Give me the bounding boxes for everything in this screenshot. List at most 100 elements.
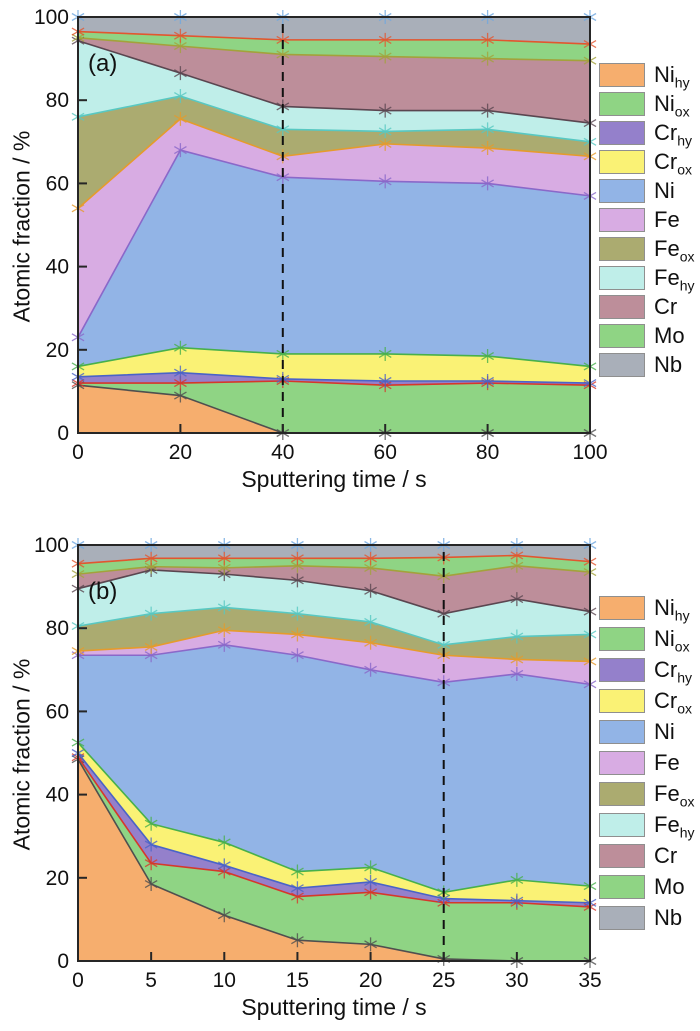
legend-item-fe-ox: Feox <box>599 236 695 265</box>
legend-item-mo: Mo <box>599 875 694 899</box>
x-tick-label: 80 <box>476 441 499 464</box>
x-tick-label: 40 <box>271 441 294 464</box>
legend-swatch <box>599 295 645 319</box>
legend-swatch <box>599 353 645 377</box>
chart-b-area-ni_ox <box>78 757 590 961</box>
chart-b-area-cr_ox <box>78 742 590 903</box>
chart-b-area-nb <box>78 545 590 564</box>
legend-label: Mo <box>654 323 685 348</box>
legend-item-nb: Nb <box>599 353 694 377</box>
chart-b-area-mo <box>78 555 590 577</box>
legend-label: Nihy <box>654 62 690 91</box>
y-axis-title-b: Atomic fraction / % <box>8 658 35 851</box>
legend-swatch <box>599 689 645 713</box>
chart-b-line-cr <box>77 564 591 578</box>
x-tick-label: 15 <box>286 969 309 992</box>
chart-b-area-fe_ox <box>78 607 590 662</box>
legend-item-ni-ox: Niox <box>599 91 694 120</box>
chart-b-area-fe <box>78 630 590 685</box>
chart-b-line-cr_ox <box>77 742 591 894</box>
y-tick-label: 80 <box>46 89 69 112</box>
legend-item-ni-hy: Nihy <box>599 62 694 91</box>
legend-label: Ni <box>654 719 675 744</box>
chart-b-line-fe_hy <box>77 569 591 615</box>
x-tick-label: 100 <box>572 441 607 464</box>
chart-a-area-ni <box>78 150 590 367</box>
legend-swatch <box>599 121 645 145</box>
legend-item-cr-ox: Crox <box>599 688 694 717</box>
x-tick-label: 20 <box>169 441 192 464</box>
chart-a-line-fe <box>77 118 591 209</box>
chart-b-line-mo <box>77 554 591 565</box>
legend-swatch <box>599 324 645 348</box>
legend-label: Cr <box>654 294 678 319</box>
legend-label: Feox <box>654 236 695 265</box>
legend-swatch <box>599 906 645 930</box>
chart-a-line-ni_ox <box>78 380 591 386</box>
y-tick-label: 60 <box>46 172 69 195</box>
legend-swatch <box>599 150 645 174</box>
legend-label: Crox <box>654 688 693 717</box>
legend-label: Feox <box>654 781 695 810</box>
chart-b-area-ni <box>78 644 590 893</box>
panel-label-a: (a) <box>88 50 118 77</box>
chart-b-line-ni <box>78 644 591 686</box>
chart-b-line-ni_ox <box>77 756 591 908</box>
legend-item-fe-hy: Fehy <box>599 266 694 292</box>
legend-item-fe-hy: Fehy <box>599 812 695 841</box>
legend-label: Ni <box>654 178 675 203</box>
legend-a: Nihy Niox Crhy Crox Ni Fe Feox Fehy Cr Mo Nb <box>599 63 694 382</box>
x-tick-label: 5 <box>145 969 157 992</box>
legend-label: Mo <box>654 874 685 899</box>
chart-a-line-cr_hy <box>77 371 591 384</box>
chart-a-area-fe_ox <box>78 96 590 209</box>
legend-swatch <box>599 720 645 744</box>
legend-swatch <box>599 751 645 775</box>
legend-label: Cr <box>654 843 678 868</box>
chart-b: 0 5 10 15 20 25 30 35 0 20 40 60 80 100 <box>34 534 602 992</box>
legend-swatch <box>599 658 645 682</box>
legend-item-fe: Fe <box>599 208 694 232</box>
chart-b-area-ni_hy <box>78 759 590 961</box>
legend-label: Crox <box>654 149 693 178</box>
y-tick-label: 20 <box>46 867 69 890</box>
legend-label: Niox <box>654 91 690 120</box>
chart-a: 0 20 40 60 80 100 0 20 40 60 80 100 <box>34 6 608 464</box>
y-tick-label: 100 <box>34 6 69 29</box>
legend-b: Nihy Niox Crhy Crox Ni Fe Feox Fehy Cr Mo Nb <box>599 596 694 937</box>
chart-a-area-cr <box>78 37 590 124</box>
legend-label: Nb <box>654 352 683 377</box>
legend-label: Fe <box>654 207 680 232</box>
legend-item-ni-hy: Nihy <box>599 595 694 624</box>
x-tick-label: 0 <box>72 441 84 464</box>
legend-item-mo: Mo <box>599 324 694 348</box>
chart-a-area-nb <box>78 17 590 45</box>
x-axis-title-a: Sputtering time / s <box>241 466 427 492</box>
y-tick-label: 100 <box>34 534 69 557</box>
chart-a-line-mo <box>77 30 591 45</box>
legend-swatch <box>599 813 645 837</box>
legend-label: Fehy <box>654 812 695 841</box>
x-axis-title-b: Sputtering time / s <box>241 994 427 1020</box>
x-tick-label: 0 <box>72 969 84 992</box>
y-axis-title-a: Atomic fraction / % <box>8 130 35 323</box>
chart-a-line-fe_ox <box>77 95 591 143</box>
legend-swatch <box>599 208 645 232</box>
legend-label: Crhy <box>654 120 693 149</box>
legend-swatch <box>599 627 645 651</box>
legend-item-nb: Nb <box>599 906 694 930</box>
legend-item-fe: Fe <box>599 751 694 775</box>
legend-item-ni: Ni <box>599 179 694 203</box>
x-tick-label: 35 <box>578 969 601 992</box>
chart-a-area-ni_hy <box>78 385 590 433</box>
chart-a-line-fe_hy <box>77 39 591 124</box>
legend-item-cr-ox: Crox <box>599 149 694 178</box>
chart-a-line-ni <box>77 149 591 338</box>
chart-b-area-cr_hy <box>78 753 590 907</box>
legend-label: Nihy <box>654 595 690 624</box>
legend-swatch <box>599 844 645 868</box>
y-tick-label: 60 <box>46 700 69 723</box>
legend-swatch <box>599 596 645 620</box>
